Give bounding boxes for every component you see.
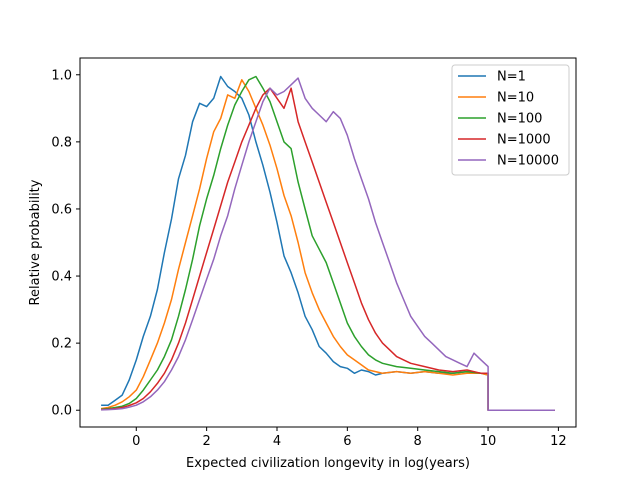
series-line-3	[101, 87, 555, 411]
series-line-2	[101, 75, 555, 411]
y-tick-label: 1.0	[51, 68, 72, 83]
x-tick-label: 10	[480, 434, 497, 449]
x-tick-label: 2	[202, 434, 210, 449]
x-tick-label: 12	[550, 434, 567, 449]
x-tick-label: 6	[343, 434, 351, 449]
ticks-layer: 0 2 4 6 8 10 12 0.0 0.2 0.4 0.6 0.8 1.0	[51, 68, 566, 449]
series-line-4	[101, 77, 555, 411]
x-tick-label: 4	[273, 434, 281, 449]
y-tick-label: 0.0	[51, 404, 72, 419]
y-tick-label: 0.6	[51, 202, 72, 217]
y-tick-label: 0.2	[51, 337, 72, 352]
plot-frame	[79, 57, 577, 428]
y-tick-label: 0.8	[51, 135, 72, 150]
legend-label-3: N=1000	[497, 133, 551, 148]
x-tick-label: 0	[132, 434, 140, 449]
legend: N=1 N=10 N=100 N=1000 N=10000	[451, 64, 570, 176]
x-tick-label: 8	[414, 434, 422, 449]
y-tick-label: 0.4	[51, 270, 72, 285]
y-axis-label: Relative probability	[28, 179, 43, 305]
legend-label-2: N=100	[497, 112, 542, 127]
x-axis-label: Expected civilization longevity in log(y…	[186, 456, 470, 471]
series-line-1	[100, 79, 555, 411]
legend-label-1: N=10	[497, 91, 534, 106]
legend-label-0: N=1	[497, 70, 526, 85]
legend-frame	[451, 64, 570, 176]
legend-label-4: N=10000	[497, 154, 559, 169]
series-layer	[100, 75, 555, 411]
